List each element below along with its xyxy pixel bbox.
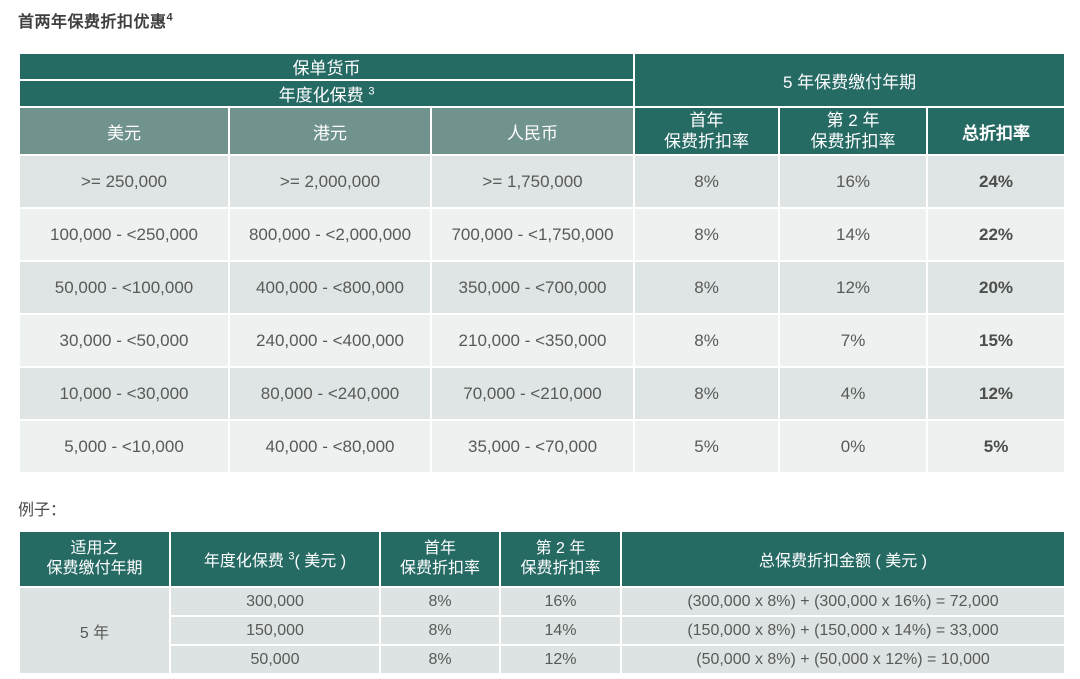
cell-year1-rate: 8%	[379, 644, 501, 675]
cell-year2-rate: 4%	[778, 366, 929, 421]
cell-usd: >= 250,000	[18, 154, 230, 209]
page-title: 首两年保费折扣优惠4	[18, 8, 1064, 32]
column-header-annualized-premium-text: 年度化保费	[203, 553, 284, 570]
column-header-annualized-premium-usd: 年度化保费 3( 美元 )	[169, 530, 381, 588]
cell-year2-rate: 14%	[499, 615, 622, 646]
cell-year1-rate: 8%	[633, 154, 781, 209]
header-annualized-premium-footnote-marker: 3	[368, 85, 375, 98]
column-header-annualized-premium-footnote-marker: 3	[288, 550, 295, 563]
cell-rmb: 70,000 - <210,000	[429, 366, 636, 421]
cell-discount-formula: (50,000 x 8%) + (50,000 x 12%) = 10,000	[620, 644, 1066, 675]
header-annualized-premium-text: 年度化保费	[278, 86, 364, 105]
cell-hkd: >= 2,000,000	[228, 154, 432, 209]
header-policy-currency: 保单货币	[17, 52, 636, 81]
table-row: 150,000 8% 14% (150,000 x 8%) + (150,000…	[19, 615, 1066, 646]
cell-usd: 100,000 - <250,000	[18, 207, 230, 262]
cell-year1-rate: 8%	[633, 366, 781, 421]
column-header-year2-line2: 保费折扣率	[520, 560, 601, 577]
column-header-year2-discount: 第 2 年保费折扣率	[499, 530, 622, 588]
cell-year2-rate: 12%	[499, 644, 622, 675]
cell-hkd: 40,000 - <80,000	[228, 419, 432, 474]
column-header-year1-line2: 保费折扣率	[399, 560, 480, 577]
cell-usd: 10,000 - <30,000	[18, 366, 230, 421]
cell-year2-rate: 12%	[778, 260, 929, 315]
cell-year1-rate: 5%	[633, 419, 781, 474]
cell-hkd: 240,000 - <400,000	[228, 313, 432, 368]
cell-premium: 300,000	[169, 586, 381, 617]
cell-payment-term: 5 年	[18, 586, 171, 675]
cell-rmb: >= 1,750,000	[429, 154, 636, 209]
column-header-year1-line1: 首年	[689, 110, 724, 130]
column-header-year2-line1: 第 2 年	[826, 110, 880, 130]
cell-premium: 50,000	[169, 644, 381, 675]
table-row: 10,000 - <30,000 80,000 - <240,000 70,00…	[18, 366, 1067, 421]
cell-usd: 5,000 - <10,000	[18, 419, 230, 474]
column-header-payment-term-line1: 适用之	[70, 540, 119, 557]
column-header-total-discount-amount: 总保费折扣金额 ( 美元 )	[620, 530, 1066, 588]
table-row: 50,000 - <100,000 400,000 - <800,000 350…	[18, 260, 1067, 315]
cell-year1-rate: 8%	[633, 313, 781, 368]
column-header-rmb: 人民币	[429, 106, 636, 156]
table-row: 5 年 300,000 8% 16% (300,000 x 8%) + (300…	[18, 586, 1066, 675]
table-row: 30,000 - <50,000 240,000 - <400,000 210,…	[18, 313, 1067, 368]
column-header-year1-line1: 首年	[423, 540, 456, 557]
page-title-footnote-marker: 4	[166, 11, 174, 24]
cell-year1-rate: 8%	[633, 260, 781, 315]
column-header-year2-line1: 第 2 年	[535, 540, 586, 557]
cell-year1-rate: 8%	[379, 615, 501, 646]
cell-year2-rate: 16%	[778, 154, 929, 209]
cell-rmb: 700,000 - <1,750,000	[429, 207, 636, 262]
cell-total-rate: 12%	[926, 366, 1067, 421]
cell-rmb: 350,000 - <700,000	[429, 260, 636, 315]
column-header-annualized-premium-currency: ( 美元 )	[294, 553, 347, 570]
cell-hkd: 80,000 - <240,000	[228, 366, 432, 421]
cell-year2-rate: 14%	[778, 207, 929, 262]
table-row: 100,000 - <250,000 800,000 - <2,000,000 …	[18, 207, 1067, 262]
header-payment-term: 5 年保费缴付年期	[633, 52, 1067, 108]
column-header-year2-line2: 保费折扣率	[810, 132, 896, 151]
column-header-hkd: 港元	[228, 106, 432, 156]
table-header-row: 适用之保费缴付年期 年度化保费 3( 美元 ) 首年保费折扣率 第 2 年保费折…	[18, 530, 1066, 588]
column-header-year2-discount: 第 2 年保费折扣率	[778, 106, 929, 156]
cell-year2-rate: 7%	[778, 313, 929, 368]
cell-year2-rate: 0%	[778, 419, 929, 474]
cell-rmb: 35,000 - <70,000	[429, 419, 636, 474]
example-label: 例子：	[18, 502, 67, 519]
cell-discount-formula: (150,000 x 8%) + (150,000 x 14%) = 33,00…	[620, 615, 1066, 646]
page-title-text: 首两年保费折扣优惠	[18, 14, 167, 31]
column-header-total-discount: 总折扣率	[926, 106, 1067, 156]
column-header-year1-discount: 首年 保费折扣率	[633, 106, 781, 156]
cell-hkd: 400,000 - <800,000	[228, 260, 432, 315]
column-header-payment-term: 适用之 保费缴付年期	[18, 530, 171, 588]
cell-discount-formula: (300,000 x 8%) + (300,000 x 16%) = 72,00…	[620, 586, 1066, 617]
cell-year1-rate: 8%	[379, 586, 501, 617]
column-header-year1-line2: 保费折扣率	[664, 132, 750, 151]
cell-total-rate: 5%	[926, 419, 1067, 474]
header-annualized-premium: 年度化保费 3	[17, 79, 636, 108]
premium-discount-table: 保单货币 5 年保费缴付年期 年度化保费 3 美元 港元 人民币 首年保费折扣率…	[17, 52, 1067, 474]
cell-hkd: 800,000 - <2,000,000	[228, 207, 432, 262]
table-column-header-row: 美元 港元 人民币 首年保费折扣率 第 2 年保费折扣率 总折扣率	[18, 106, 1067, 156]
cell-year2-rate: 16%	[499, 586, 622, 617]
cell-total-rate: 22%	[926, 207, 1067, 262]
table-header-row: 保单货币 5 年保费缴付年期	[17, 52, 1067, 108]
table-header-row: 年度化保费 3	[17, 79, 1065, 108]
cell-total-rate: 20%	[926, 260, 1067, 315]
table-row: 5,000 - <10,000 40,000 - <80,000 35,000 …	[18, 419, 1067, 474]
cell-rmb: 210,000 - <350,000	[429, 313, 636, 368]
cell-premium: 150,000	[169, 615, 381, 646]
table-row: >= 250,000 >= 2,000,000 >= 1,750,000 8% …	[18, 154, 1067, 209]
cell-usd: 30,000 - <50,000	[18, 313, 230, 368]
column-header-usd: 美元	[18, 106, 230, 156]
cell-total-rate: 15%	[926, 313, 1067, 368]
cell-total-rate: 24%	[926, 154, 1067, 209]
example-table: 适用之保费缴付年期 年度化保费 3( 美元 ) 首年保费折扣率 第 2 年保费折…	[18, 530, 1066, 675]
cell-year1-rate: 8%	[633, 207, 781, 262]
cell-usd: 50,000 - <100,000	[18, 260, 230, 315]
column-header-payment-term-line2: 保费缴付年期	[46, 560, 143, 577]
column-header-year1-discount: 首年 保费折扣率	[379, 530, 501, 588]
table-row: 50,000 8% 12% (50,000 x 8%) + (50,000 x …	[19, 644, 1066, 675]
